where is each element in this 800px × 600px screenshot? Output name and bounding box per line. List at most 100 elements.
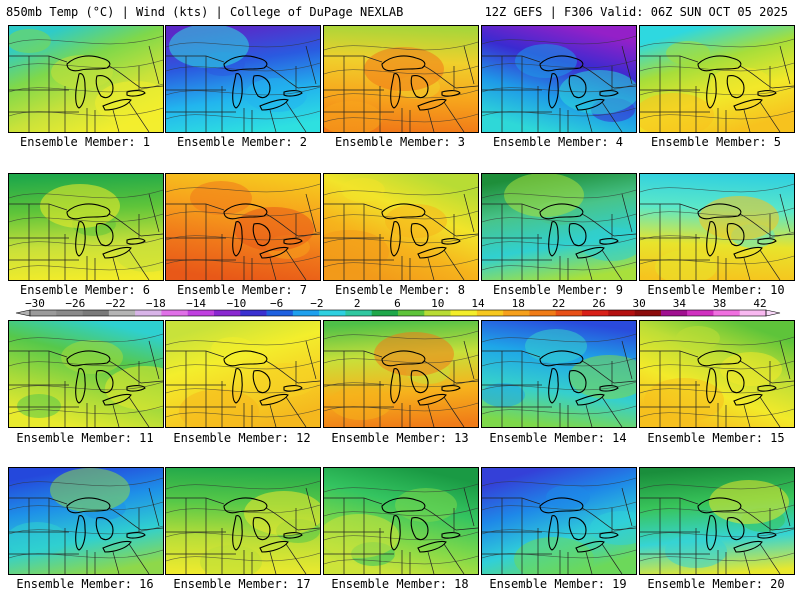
great-lakes-outline — [539, 203, 584, 220]
height-contour — [640, 504, 794, 514]
height-contour — [482, 501, 636, 511]
great-lakes-outline — [252, 370, 271, 394]
temperature-region — [50, 468, 130, 512]
state-border — [601, 101, 623, 132]
colorbar-swatch — [634, 310, 662, 316]
great-lakes-outline — [726, 370, 745, 394]
height-contour — [9, 83, 163, 93]
height-contour — [640, 38, 794, 48]
great-lakes-outline — [223, 497, 268, 514]
height-contour — [640, 336, 794, 346]
height-contour — [482, 59, 636, 69]
height-contour — [166, 528, 320, 538]
ensemble-map-panel — [165, 25, 321, 133]
great-lakes-outline — [733, 540, 763, 553]
colorbar-swatch — [687, 310, 714, 316]
colorbar-swatch — [214, 310, 241, 316]
height-contour — [482, 213, 636, 223]
great-lakes-outline — [697, 203, 742, 220]
state-border — [743, 551, 751, 574]
height-contour — [166, 207, 320, 217]
colorbar-swatch — [319, 310, 346, 316]
ensemble-member-label: Ensemble Member: 7 — [176, 283, 308, 297]
state-border — [621, 340, 633, 380]
height-contour — [640, 183, 794, 193]
great-lakes-outline — [66, 203, 111, 220]
ensemble-member-label: Ensemble Member: 1 — [19, 135, 151, 149]
colorbar-swatch — [529, 310, 557, 316]
colorbar-tick-label: 22 — [552, 297, 565, 310]
ensemble-member-label: Ensemble Member: 11 — [16, 431, 154, 445]
great-lakes-outline — [223, 350, 268, 367]
ensemble-map-panel — [639, 320, 795, 428]
great-lakes-outline — [575, 393, 605, 406]
great-lakes-outline — [410, 370, 429, 394]
great-lakes-outline — [126, 532, 146, 539]
state-border — [443, 249, 465, 280]
great-lakes-outline — [259, 98, 289, 111]
height-contour — [640, 528, 794, 538]
temperature-region — [514, 537, 594, 574]
state-border — [265, 360, 320, 384]
state-border — [265, 65, 320, 89]
colorbar-swatch — [713, 310, 741, 316]
height-contour — [324, 65, 478, 75]
state-border — [743, 257, 751, 280]
temperature-region — [546, 485, 590, 509]
state-border — [148, 340, 160, 380]
state-border — [585, 257, 593, 280]
great-lakes-outline — [95, 370, 114, 394]
ensemble-map-panel — [8, 25, 164, 133]
colorbar-swatch — [135, 310, 162, 316]
great-lakes-outline — [757, 90, 777, 97]
ensemble-map-panel — [8, 173, 164, 281]
ensemble-map-panel — [639, 25, 795, 133]
state-border — [739, 360, 794, 384]
state-border — [427, 551, 435, 574]
great-lakes-outline — [381, 350, 426, 367]
height-contour — [324, 378, 478, 388]
height-contour — [166, 183, 320, 193]
height-contour — [166, 62, 320, 72]
colorbar-swatch — [266, 310, 294, 316]
ensemble-map-panel — [8, 467, 164, 575]
great-lakes-outline — [575, 98, 605, 111]
state-border — [739, 507, 794, 531]
height-contour — [9, 405, 163, 415]
state-border — [112, 109, 120, 132]
great-lakes-outline — [599, 532, 619, 539]
state-border — [759, 249, 781, 280]
great-lakes-outline — [757, 532, 777, 539]
temperature-region — [17, 394, 61, 418]
state-border — [581, 360, 636, 384]
state-border — [148, 45, 160, 85]
great-lakes-outline — [733, 98, 763, 111]
great-lakes-outline — [381, 55, 426, 72]
temperature-region — [211, 337, 255, 361]
state-border — [265, 213, 320, 237]
temperature-region — [482, 383, 525, 407]
height-contour — [482, 261, 636, 271]
colorbar-tick-label: −26 — [65, 297, 85, 310]
temperature-region — [324, 230, 389, 274]
colorbar-tick-label: 14 — [471, 297, 485, 310]
ensemble-map-panel — [481, 25, 637, 133]
height-contour — [324, 555, 478, 565]
great-lakes-outline — [568, 517, 587, 541]
height-contour — [9, 59, 163, 69]
state-border — [108, 360, 163, 384]
colorbar-min-arrow — [15, 309, 31, 317]
state-border — [108, 213, 163, 237]
colorbar-tick-label: −14 — [186, 297, 206, 310]
height-contour — [324, 507, 478, 517]
ensemble-map-panel — [165, 173, 321, 281]
ensemble-member-label: Ensemble Member: 2 — [176, 135, 308, 149]
colorbar-tick-label: −22 — [106, 297, 126, 310]
height-contour — [9, 549, 163, 559]
height-contour — [9, 261, 163, 271]
height-contour — [324, 258, 478, 268]
colorbar-tick-label: 18 — [512, 297, 525, 310]
height-contour — [324, 186, 478, 196]
ensemble-member-label: Ensemble Member: 8 — [334, 283, 466, 297]
colorbar-tick-label: 34 — [673, 297, 687, 310]
